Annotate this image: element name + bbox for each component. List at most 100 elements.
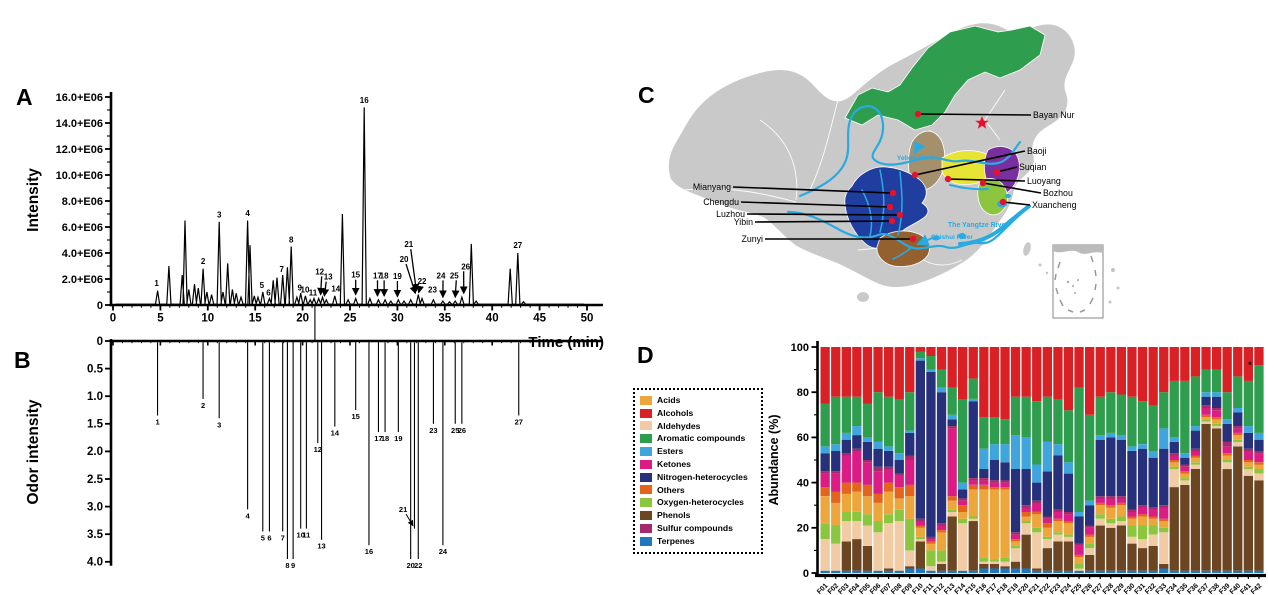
river-label: Yellow River (897, 155, 936, 162)
bar-segment (1000, 489, 1010, 558)
bar-segment (1063, 410, 1074, 463)
bar-segment (915, 347, 925, 352)
city-label: Xuancheng (1032, 200, 1077, 210)
bar-segment (958, 518, 968, 524)
bar-segment (979, 480, 989, 485)
bar-segment (1180, 478, 1190, 481)
bar-segment (1222, 469, 1232, 571)
bar-segment (1021, 534, 1031, 569)
peak-arrow (410, 249, 420, 292)
bar-segment (989, 489, 1000, 560)
bar-segment (979, 561, 989, 564)
d-y-tick-label: 0 (803, 568, 809, 580)
legend-item: Terpenes (640, 535, 755, 548)
bar-segment (1010, 568, 1021, 573)
bar-segment (1032, 347, 1042, 402)
stem-label: 13 (317, 542, 325, 551)
bar-segment (1127, 543, 1137, 571)
bar-segment (1254, 365, 1264, 433)
bar-segment (894, 570, 904, 573)
bar-segment (1190, 347, 1201, 377)
panel-d-stacked-bars: F01F02F03F04F05F06F07F08F09F10F11F12F13F… (767, 341, 1266, 595)
d-y-tick-label: 40 (797, 477, 809, 489)
bar-segment (1021, 396, 1031, 438)
bar-segment (1032, 512, 1042, 515)
bar-segment (1222, 392, 1232, 420)
bar-segment (873, 493, 883, 503)
bar-segment (1127, 396, 1137, 447)
bar-segment (1254, 473, 1264, 481)
bar-segment (1032, 532, 1042, 569)
bar-segment (947, 347, 957, 388)
bar-segment (1233, 428, 1243, 433)
peak-label: 14 (331, 284, 340, 293)
bar-segment (1137, 570, 1148, 573)
bar-segment (1032, 568, 1042, 571)
bar-segment (1085, 525, 1095, 528)
bar-segment (1180, 480, 1190, 485)
peak-label: 25 (450, 271, 459, 280)
bar-segment (905, 518, 915, 551)
bar-segment (1212, 408, 1222, 411)
bar-segment (1137, 401, 1148, 445)
bar-segment (894, 521, 904, 571)
bar-segment (1053, 532, 1063, 535)
b-y-tick-label: 0.5 (87, 363, 104, 375)
a-y-tick-label: 16.0+E06 (56, 92, 103, 104)
stem-label: 21 (399, 505, 407, 514)
bar-segment (1085, 500, 1095, 506)
bar-segment (915, 358, 925, 361)
bar-segment (1127, 525, 1137, 537)
legend-label: Alcohols (657, 407, 694, 418)
bar-segment (1053, 509, 1063, 512)
bar-segment (1021, 516, 1031, 521)
bar-segment (884, 446, 894, 451)
bar-segment (1233, 432, 1243, 436)
bar-segment (862, 514, 873, 526)
bar-segment (1053, 455, 1063, 510)
bar-segment (1233, 439, 1243, 442)
bar-segment (1053, 512, 1063, 519)
bar-segment (1169, 437, 1179, 442)
legend-item: Esters (640, 445, 755, 458)
bar-segment (1137, 505, 1148, 508)
bar-segment (1063, 347, 1074, 411)
bar-segment (852, 435, 862, 449)
bar-segment (958, 482, 968, 490)
peak-label: 22 (418, 277, 427, 286)
bar-segment (905, 484, 915, 497)
bar-segment (1169, 487, 1179, 571)
city-dot-icon (888, 217, 896, 225)
bar-segment (926, 570, 936, 573)
bar-segment (852, 512, 862, 521)
bar-segment (1095, 396, 1105, 436)
bar-segment (1021, 523, 1031, 535)
bar-segment (926, 543, 936, 551)
bar-segment (936, 532, 947, 551)
peak-label: 10 (301, 286, 310, 295)
bar-segment (968, 570, 978, 573)
a-x-tick-label: 25 (344, 313, 357, 325)
bar-segment (989, 559, 1000, 562)
bar-segment (1212, 570, 1222, 573)
bar-segment (1074, 570, 1084, 573)
bar-segment (1063, 521, 1074, 524)
city-label: Bozhou (1043, 188, 1073, 198)
bar-segment (1095, 496, 1105, 499)
bar-segment (841, 439, 851, 454)
bar-segment (862, 545, 873, 571)
bar-segment (947, 419, 957, 427)
bar-segment (873, 347, 883, 393)
bar-segment (968, 399, 978, 402)
bar-segment (831, 502, 841, 526)
bar-segment (1032, 464, 1042, 483)
a-y-axis-title: Intensity (25, 168, 42, 232)
bar-segment (884, 482, 894, 492)
bar-segment (979, 448, 989, 469)
bar-segment (915, 525, 925, 528)
bar-segment (1180, 473, 1190, 479)
stem-label: 1 (155, 418, 159, 427)
stem-label: 2 (201, 401, 205, 410)
bar-segment (1042, 396, 1052, 442)
legend-label: Aldehydes (657, 420, 701, 431)
